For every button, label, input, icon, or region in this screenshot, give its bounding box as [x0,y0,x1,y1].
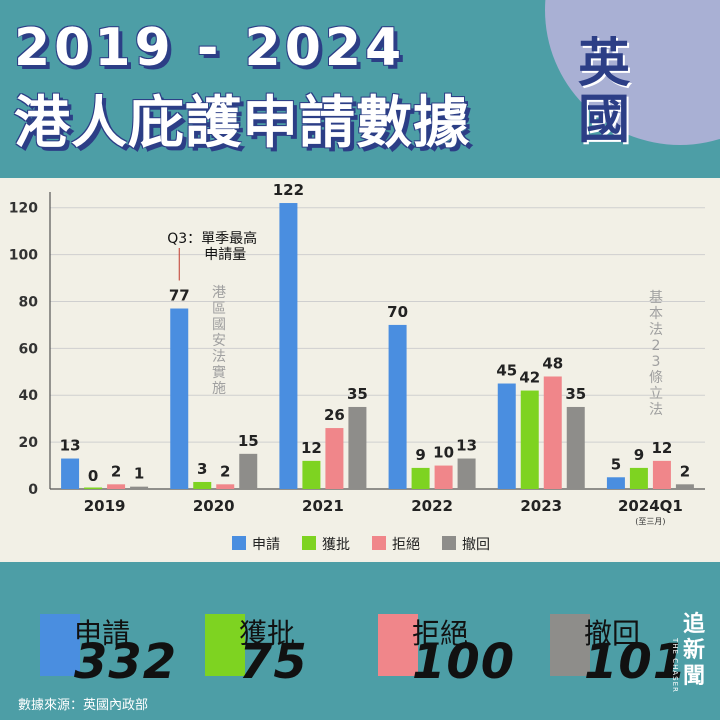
y-tick-label: 40 [19,388,39,404]
summary-label: 拒絕 [412,617,469,650]
x-tick-label: 2024Q1 [618,497,683,515]
data-label: 2 [680,462,690,480]
summary-label: 獲批 [239,617,296,650]
bar [566,406,585,489]
data-label: 26 [324,406,345,424]
y-tick-label: 60 [19,341,39,357]
legend-swatch [442,536,456,550]
summary-color-swatch [205,614,245,676]
bar [629,467,648,489]
bar [543,376,562,489]
x-tick-label: 2022 [411,497,453,515]
data-label: 35 [347,385,368,403]
bar [130,486,149,489]
bar [434,465,453,489]
summary-label: 申請 [74,617,131,650]
legend-label: 撤回 [462,537,490,553]
bar [107,484,126,489]
bar [170,308,189,489]
bar [348,406,367,489]
bar [652,460,671,489]
bar [84,487,103,489]
data-label: 5 [611,455,621,473]
bar [411,467,430,489]
bar [520,390,539,489]
brand-logo: 追 新 聞 [674,612,714,690]
annotation-q3: Q3：單季最高 [167,230,257,247]
legend-swatch [372,536,386,550]
data-label: 2 [220,462,230,480]
x-tick-label: 2023 [520,497,562,515]
x-tick-note: (至三月) [635,517,665,526]
data-label: 77 [169,287,190,305]
data-label: 2 [111,462,121,480]
bar [302,460,321,489]
bar [279,203,298,490]
title-main: 港人庇護申請數據 [14,91,470,156]
data-label: 45 [496,362,517,380]
header: 2019 - 2024 港人庇護申請數據 英國 [0,0,720,178]
data-label: 12 [651,439,672,457]
title-years: 2019 - 2024 [14,18,406,78]
bar [497,383,516,489]
data-label: 10 [433,444,454,462]
y-tick-label: 80 [19,294,39,310]
summary-color-swatch [40,614,80,676]
annotation-nsl: 港區國安法實施 [212,285,226,397]
data-label: 3 [197,460,207,478]
y-tick-label: 120 [9,201,38,217]
summary-value: 332 [74,634,178,690]
data-label: 9 [415,446,425,464]
summary-value: 75 [239,634,308,690]
brand-subtitle: THE CHASER [671,638,679,693]
data-label: 35 [565,385,586,403]
bar [457,458,476,489]
summary-color-swatch [378,614,418,676]
summary-value: 101 [584,634,688,690]
legend-swatch [302,536,316,550]
data-label: 0 [88,467,98,485]
summary-value: 100 [412,634,516,690]
bar [325,428,344,489]
bar [239,453,258,489]
bar [61,458,80,489]
data-label: 15 [238,432,259,450]
summary-color-swatch [550,614,590,676]
bar [216,484,235,489]
y-tick-label: 20 [19,435,39,451]
legend-label: 申請 [252,537,280,553]
data-label: 13 [456,437,477,455]
data-label: 70 [387,303,408,321]
brand-char: 新 [682,638,705,663]
legend-label: 獲批 [322,537,350,553]
data-label: 42 [519,369,540,387]
bar [388,324,407,489]
data-label: 12 [301,439,322,457]
data-label: 48 [542,354,563,372]
brand-char: 追 [682,612,705,637]
bar [675,484,694,489]
x-tick-label: 2020 [193,497,235,515]
chart-panel: 0 20 40 60 80 100 120 13 0 2 1 2019 77 3 2 15 2020 122 12 2… [0,178,720,562]
country-label: 英國 [578,34,631,150]
data-label: 13 [60,437,81,455]
y-tick-label: 100 [9,248,38,264]
legend-label: 拒絕 [392,537,420,553]
brand-char: 聞 [682,664,705,689]
bar [193,481,212,489]
legend-swatch [232,536,246,550]
bar [606,477,625,489]
x-tick-label: 2021 [302,497,344,515]
summary-label: 撤回 [584,617,641,650]
data-label: 122 [273,181,304,199]
footer: 申請 332 獲批 75 拒絕 100 撤回 101 數據來源：英國內政部 追 … [0,562,720,720]
data-label: 9 [634,446,644,464]
data-source: 數據來源：英國內政部 [18,698,149,713]
y-tick-label: 0 [28,482,38,498]
annotation-q3: 申請量 [204,247,246,263]
annotation-art23: 基本法 2 3 條立法 [649,289,663,418]
data-label: 1 [134,465,144,483]
x-tick-label: 2019 [84,497,126,515]
